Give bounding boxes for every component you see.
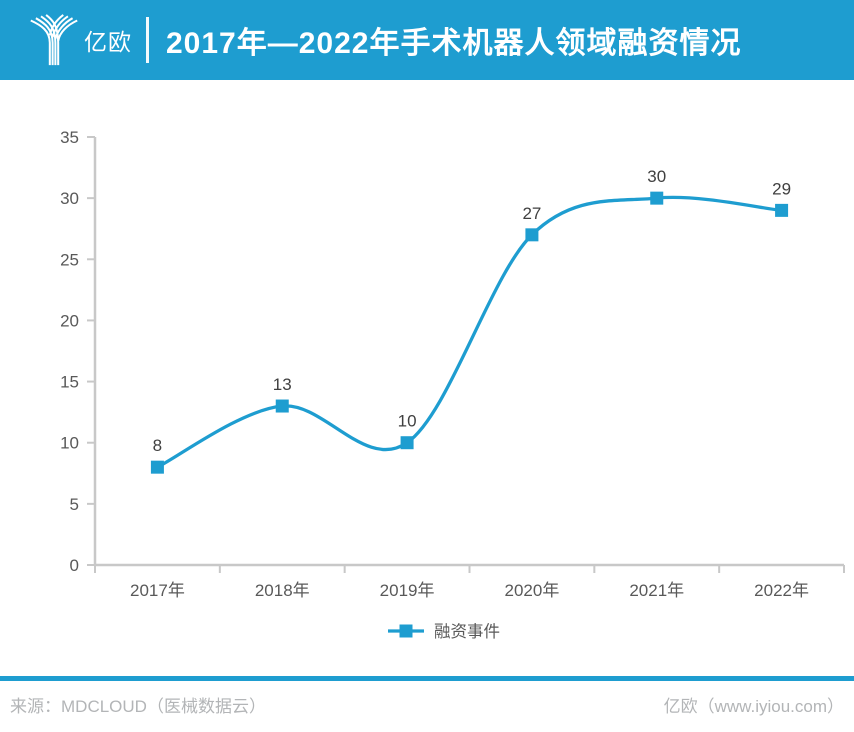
footer-divider xyxy=(0,676,854,681)
brand-credit: 亿欧（www.iyiou.com） xyxy=(663,697,844,716)
y-tick-label: 5 xyxy=(70,495,79,514)
header-divider xyxy=(146,17,149,63)
legend-label: 融资事件 xyxy=(434,622,500,641)
x-tick-label: 2021年 xyxy=(629,581,684,600)
y-tick-label: 0 xyxy=(70,556,79,575)
data-point xyxy=(400,436,414,450)
y-tick-label: 10 xyxy=(60,434,79,453)
chart-area: 0 5 10 15 20 25 30 35 2017年 2018年 2019年 2020年 2021年 2… xyxy=(0,80,854,676)
x-tick-label: 2019年 xyxy=(380,581,435,600)
y-tick-label: 15 xyxy=(60,373,79,392)
x-tick-label: 2022年 xyxy=(754,581,809,600)
eo-logo-text: 亿欧 xyxy=(84,29,132,55)
y-tick-label: 30 xyxy=(60,189,79,208)
financing-line-chart: 0 5 10 15 20 25 30 35 2017年 2018年 2019年 2020年 2021年 2… xyxy=(60,128,845,641)
data-label: 30 xyxy=(647,167,666,186)
x-tick-label: 2018年 xyxy=(255,581,310,600)
trend-line xyxy=(155,195,784,469)
y-tick-label: 35 xyxy=(60,128,79,147)
page-title: 2017年—2022年手术机器人领域融资情况 xyxy=(166,27,742,60)
x-tick-label: 2017年 xyxy=(130,581,185,600)
footer: 来源：MDCLOUD（医械数据云） 亿欧（www.iyiou.com） xyxy=(10,692,844,717)
data-label: 8 xyxy=(153,436,162,455)
data-point xyxy=(775,203,789,217)
data-point xyxy=(275,399,289,413)
eo-logo: 亿欧 xyxy=(28,12,132,68)
data-point xyxy=(525,228,539,242)
data-label: 29 xyxy=(772,179,791,198)
x-tick-label: 2020年 xyxy=(505,581,560,600)
data-label: 27 xyxy=(522,204,541,223)
data-label: 10 xyxy=(398,412,417,431)
header-bar: 亿欧 2017年—2022年手术机器人领域融资情况 xyxy=(0,0,854,80)
data-label: 13 xyxy=(273,375,292,394)
data-point xyxy=(650,191,664,205)
legend-marker-icon xyxy=(399,624,413,638)
y-tick-label: 25 xyxy=(60,250,79,269)
y-tick-label: 20 xyxy=(60,311,79,330)
eo-logo-icon xyxy=(30,14,78,66)
data-point xyxy=(150,460,164,474)
source-credit: 来源：MDCLOUD（医械数据云） xyxy=(10,697,266,716)
